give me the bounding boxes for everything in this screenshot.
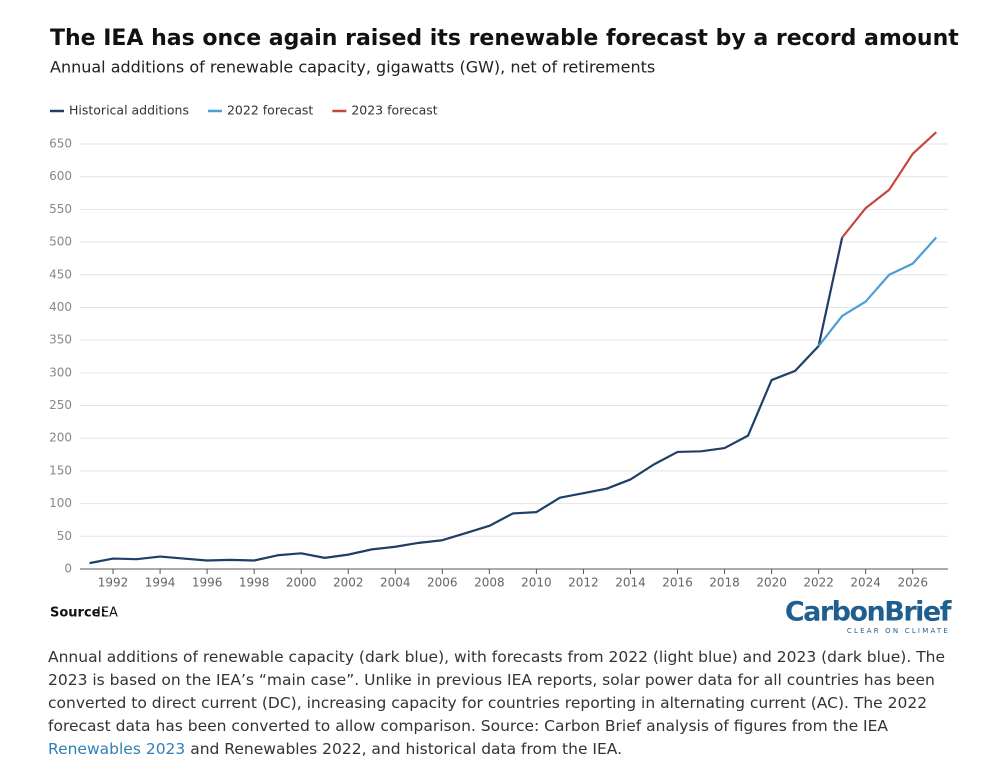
caption: Annual additions of renewable capacity (… [48, 646, 958, 761]
chart: The IEA has once again raised its renewa… [49, 26, 959, 635]
x-tick-label: 2010 [521, 576, 552, 590]
y-tick-label: 150 [49, 463, 72, 477]
y-tick-label: 100 [49, 496, 72, 510]
x-tick-label: 2026 [897, 576, 928, 590]
y-tick-label: 50 [57, 529, 72, 543]
y-tick-label: 400 [49, 300, 72, 314]
y-tick-label: 450 [49, 267, 72, 281]
chart-title: The IEA has once again raised its renewa… [50, 26, 959, 51]
legend-label: 2023 forecast [351, 103, 437, 118]
logo-tagline: CLEAR ON CLIMATE [847, 627, 950, 635]
x-tick-label: 2018 [709, 576, 740, 590]
x-tick-label: 1992 [98, 576, 129, 590]
x-tick-label: 2020 [756, 576, 787, 590]
x-tick-label: 2014 [615, 576, 646, 590]
source-label: Source: [50, 606, 106, 621]
logo: CarbonBrief [785, 597, 952, 628]
caption-text: and Renewables 2022, and historical data… [190, 740, 623, 758]
x-tick-label: 2022 [803, 576, 834, 590]
y-tick-label: 500 [49, 235, 72, 249]
x-tick-label: 2012 [568, 576, 599, 590]
x-tick-label: 2004 [380, 576, 411, 590]
y-tick-label: 600 [49, 169, 72, 183]
y-tick-label: 200 [49, 431, 72, 445]
caption-link[interactable]: Renewables 2023 [48, 740, 186, 758]
x-tick-label: 1996 [192, 576, 223, 590]
x-tick-label: 2000 [286, 576, 317, 590]
y-tick-label: 550 [49, 202, 72, 216]
y-tick-label: 350 [49, 333, 72, 347]
legend-label: 2022 forecast [227, 103, 313, 118]
caption-text: Annual additions of renewable capacity (… [48, 648, 946, 735]
y-tick-label: 0 [64, 562, 72, 576]
x-tick-label: 2008 [474, 576, 505, 590]
y-tick-label: 300 [49, 365, 72, 379]
y-tick-label: 250 [49, 398, 72, 412]
x-tick-label: 2024 [850, 576, 881, 590]
y-tick-label: 650 [49, 137, 72, 151]
legend-label: Historical additions [69, 103, 189, 118]
x-tick-label: 2016 [662, 576, 693, 590]
source: IEA [97, 606, 118, 621]
series-line [817, 236, 938, 347]
chart-subtitle: Annual additions of renewable capacity, … [50, 58, 655, 77]
x-tick-label: 1994 [145, 576, 176, 590]
series-line [841, 131, 937, 239]
series-line [89, 237, 844, 565]
x-tick-label: 1998 [239, 576, 270, 590]
x-tick-label: 2006 [427, 576, 458, 590]
x-tick-label: 2002 [333, 576, 364, 590]
